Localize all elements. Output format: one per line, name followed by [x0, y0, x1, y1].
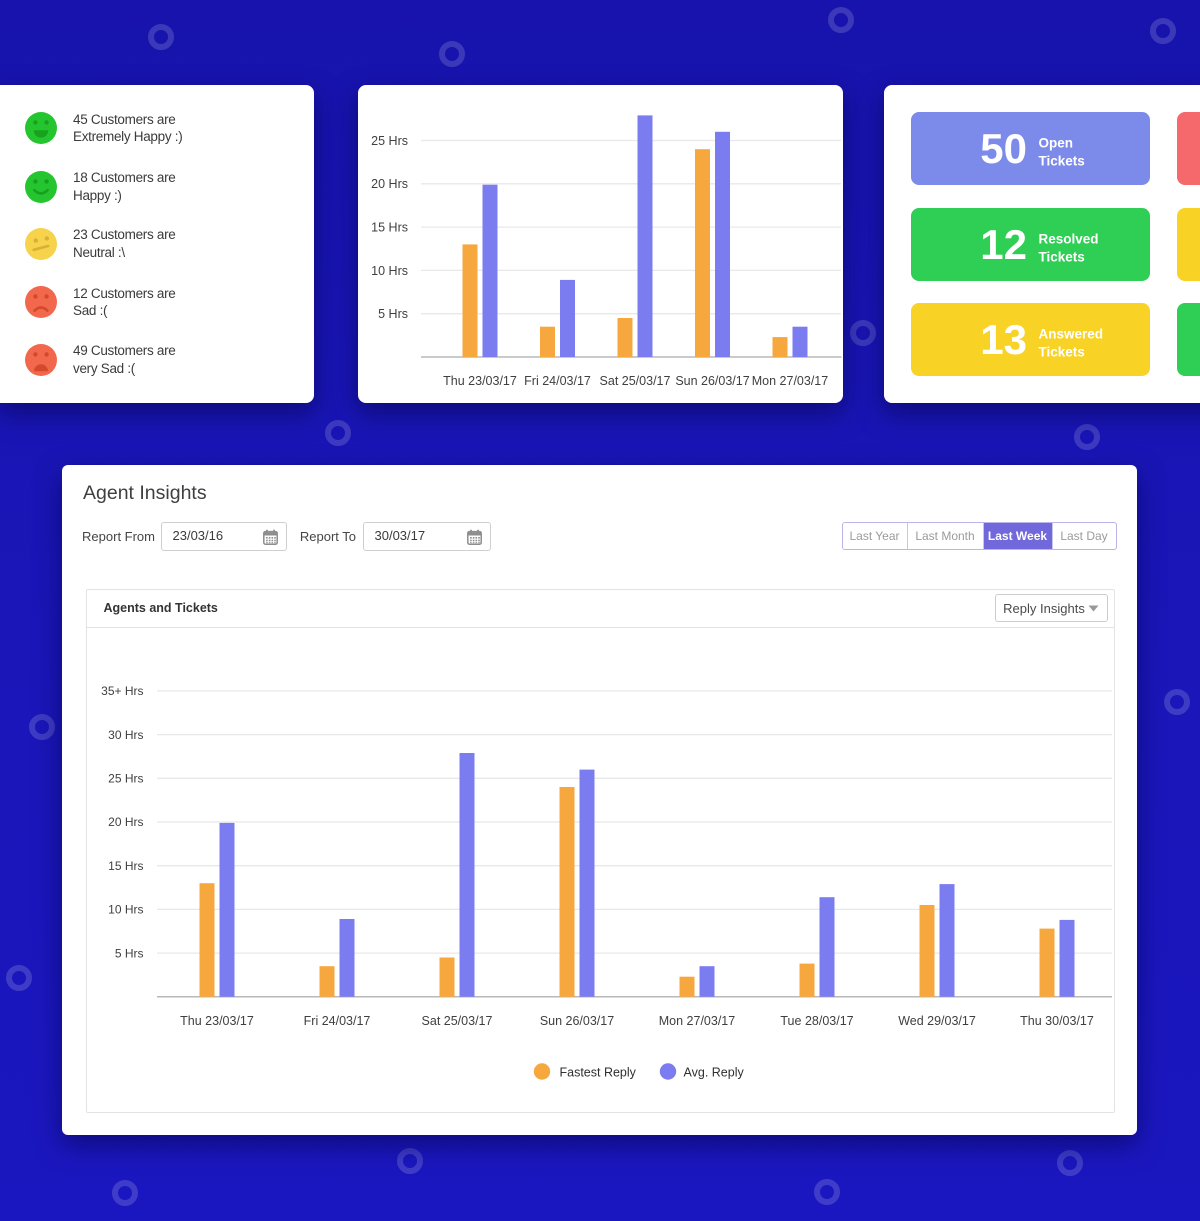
- svg-text:Sun 26/03/17: Sun 26/03/17: [539, 1014, 613, 1028]
- svg-text:10 Hrs: 10 Hrs: [108, 902, 143, 916]
- svg-text:Tue 28/03/17: Tue 28/03/17: [780, 1014, 853, 1028]
- svg-text:Thu 23/03/17: Thu 23/03/17: [180, 1014, 254, 1028]
- svg-text:10 Hrs: 10 Hrs: [371, 264, 408, 278]
- svg-text:5 Hrs: 5 Hrs: [114, 946, 143, 960]
- svg-text:Avg. Reply: Avg. Reply: [683, 1065, 744, 1079]
- svg-text:Sat 25/03/17: Sat 25/03/17: [600, 374, 671, 388]
- svg-text:Mon 27/03/17: Mon 27/03/17: [752, 374, 828, 388]
- svg-text:Fri 24/03/17: Fri 24/03/17: [524, 374, 591, 388]
- svg-text:15 Hrs: 15 Hrs: [108, 858, 143, 872]
- svg-text:35+ Hrs: 35+ Hrs: [101, 684, 143, 698]
- svg-text:25 Hrs: 25 Hrs: [108, 771, 143, 785]
- svg-text:Thu 30/03/17: Thu 30/03/17: [1020, 1014, 1094, 1028]
- svg-text:5 Hrs: 5 Hrs: [378, 307, 408, 321]
- svg-text:Mon 27/03/17: Mon 27/03/17: [658, 1014, 734, 1028]
- svg-text:15 Hrs: 15 Hrs: [371, 220, 408, 234]
- svg-text:25 Hrs: 25 Hrs: [371, 134, 408, 148]
- svg-text:Fri 24/03/17: Fri 24/03/17: [303, 1014, 370, 1028]
- svg-text:20 Hrs: 20 Hrs: [371, 177, 408, 191]
- svg-text:Sun 26/03/17: Sun 26/03/17: [675, 374, 749, 388]
- svg-text:30 Hrs: 30 Hrs: [108, 727, 143, 741]
- svg-text:Sat 25/03/17: Sat 25/03/17: [421, 1014, 492, 1028]
- svg-text:Wed 29/03/17: Wed 29/03/17: [898, 1014, 976, 1028]
- svg-text:Thu 23/03/17: Thu 23/03/17: [443, 374, 517, 388]
- svg-text:Fastest Reply: Fastest Reply: [559, 1065, 636, 1079]
- svg-text:20 Hrs: 20 Hrs: [108, 815, 143, 829]
